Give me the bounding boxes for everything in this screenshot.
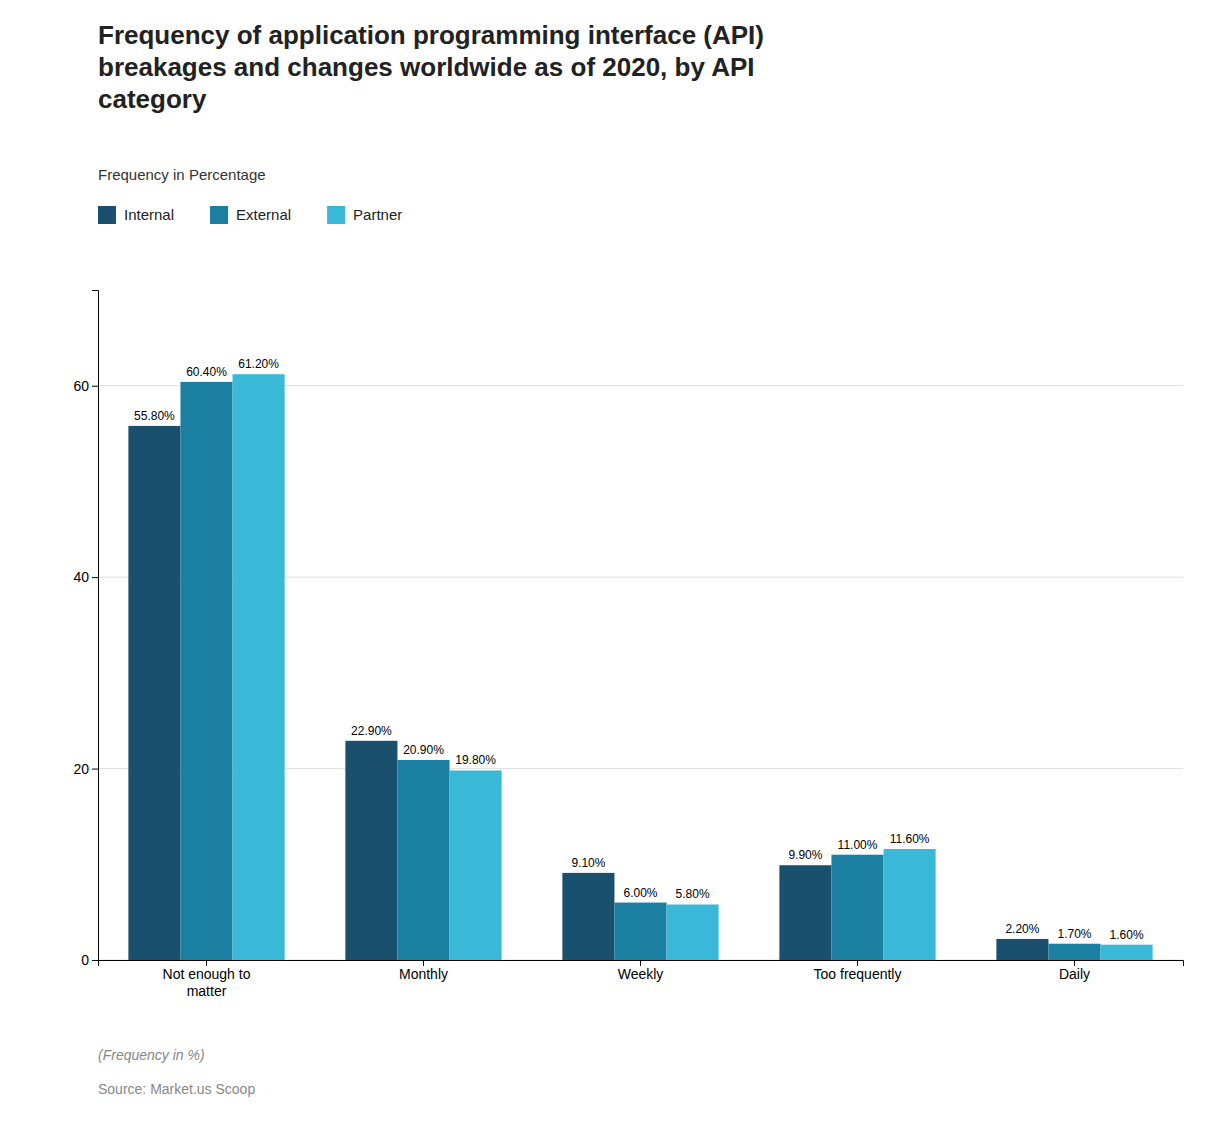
bar: [128, 426, 180, 960]
data-label: 9.10%: [571, 856, 605, 870]
legend-label: External: [236, 206, 291, 223]
chart: Frequency of application programming int…: [0, 0, 1220, 1144]
data-label: 1.60%: [1110, 928, 1144, 942]
bar: [884, 849, 936, 960]
x-tick: Monthly: [399, 960, 448, 982]
y-tick: 20: [73, 761, 98, 777]
title: Frequency of application programming int…: [98, 20, 764, 114]
annotation: (Frequency in %): [98, 1047, 205, 1063]
x-tick-label: Daily: [1059, 966, 1090, 982]
x-tick-label: Not enough tomatter: [163, 966, 251, 999]
y-tick-label: 40: [73, 569, 89, 585]
y-axis-line: [92, 291, 99, 961]
y-tick: 60: [73, 378, 98, 394]
data-label: 61.20%: [238, 357, 279, 371]
x-tick-label: Weekly: [618, 966, 664, 982]
x-tick: Daily: [1059, 960, 1090, 982]
y-tick: 0: [81, 952, 98, 968]
x-tick: Weekly: [618, 960, 664, 982]
subtitle: Frequency in Percentage: [98, 166, 266, 183]
legend: Internal External Partner: [98, 206, 402, 224]
bar: [397, 760, 449, 960]
x-axis: Not enough tomatter Monthly Weekly Too freq…: [99, 960, 1184, 999]
bar: [831, 855, 883, 960]
y-tick-mark: [92, 386, 98, 387]
legend-swatch: [98, 206, 116, 224]
data-label: 1.70%: [1057, 927, 1091, 941]
bar-series: [233, 374, 1153, 960]
legend-label: Internal: [124, 206, 174, 223]
x-tick: Too frequently: [814, 960, 902, 982]
data-label: 11.00%: [838, 838, 878, 852]
bar-series: [180, 382, 1100, 960]
bar: [180, 382, 232, 960]
data-labels: 55.80% 22.90% 9.10% 9.90% 2.20% 60.40% 20.90% 6…: [134, 357, 1144, 941]
plot: 0 20 40 60 55.80% 22.90% 9.10% 9.90% 2.20% 60.40%…: [73, 291, 1183, 999]
data-label: 5.80%: [676, 887, 710, 901]
bar: [1048, 944, 1100, 960]
x-tick-label: Too frequently: [814, 966, 902, 982]
x-tick: Not enough tomatter: [163, 960, 251, 999]
bar: [614, 903, 666, 960]
bar: [779, 865, 831, 960]
y-axis: 0 20 40 60: [73, 291, 98, 968]
y-tick-label: 20: [73, 761, 89, 777]
y-tick-label: 60: [73, 378, 89, 394]
y-tick-mark: [92, 769, 98, 770]
data-label: 60.40%: [186, 365, 227, 379]
data-label: 2.20%: [1005, 922, 1039, 936]
data-label: 55.80%: [134, 409, 175, 423]
bar: [996, 939, 1048, 960]
bar: [667, 904, 719, 960]
legend-swatch: [210, 206, 228, 224]
legend-item: Partner: [327, 206, 402, 224]
bar: [450, 770, 502, 960]
y-tick-mark: [92, 960, 98, 961]
data-label: 20.90%: [403, 743, 444, 757]
bar: [1101, 945, 1153, 960]
y-tick-label: 0: [81, 952, 89, 968]
y-tick-mark: [92, 577, 98, 578]
data-label: 6.00%: [623, 886, 657, 900]
legend-item: Internal: [98, 206, 174, 224]
legend-swatch: [327, 206, 345, 224]
annotation: Source: Market.us Scoop: [98, 1081, 255, 1097]
legend-label: Partner: [353, 206, 402, 223]
bar: [345, 741, 397, 960]
y-tick: 40: [73, 569, 98, 585]
data-label: 19.80%: [455, 753, 496, 767]
bar: [562, 873, 614, 960]
data-label: 22.90%: [351, 724, 392, 738]
data-label: 9.90%: [788, 848, 822, 862]
x-tick-label: Monthly: [399, 966, 448, 982]
bars: [128, 374, 1152, 960]
legend-item: External: [210, 206, 291, 224]
bar: [233, 374, 285, 960]
data-label: 11.60%: [890, 832, 930, 846]
